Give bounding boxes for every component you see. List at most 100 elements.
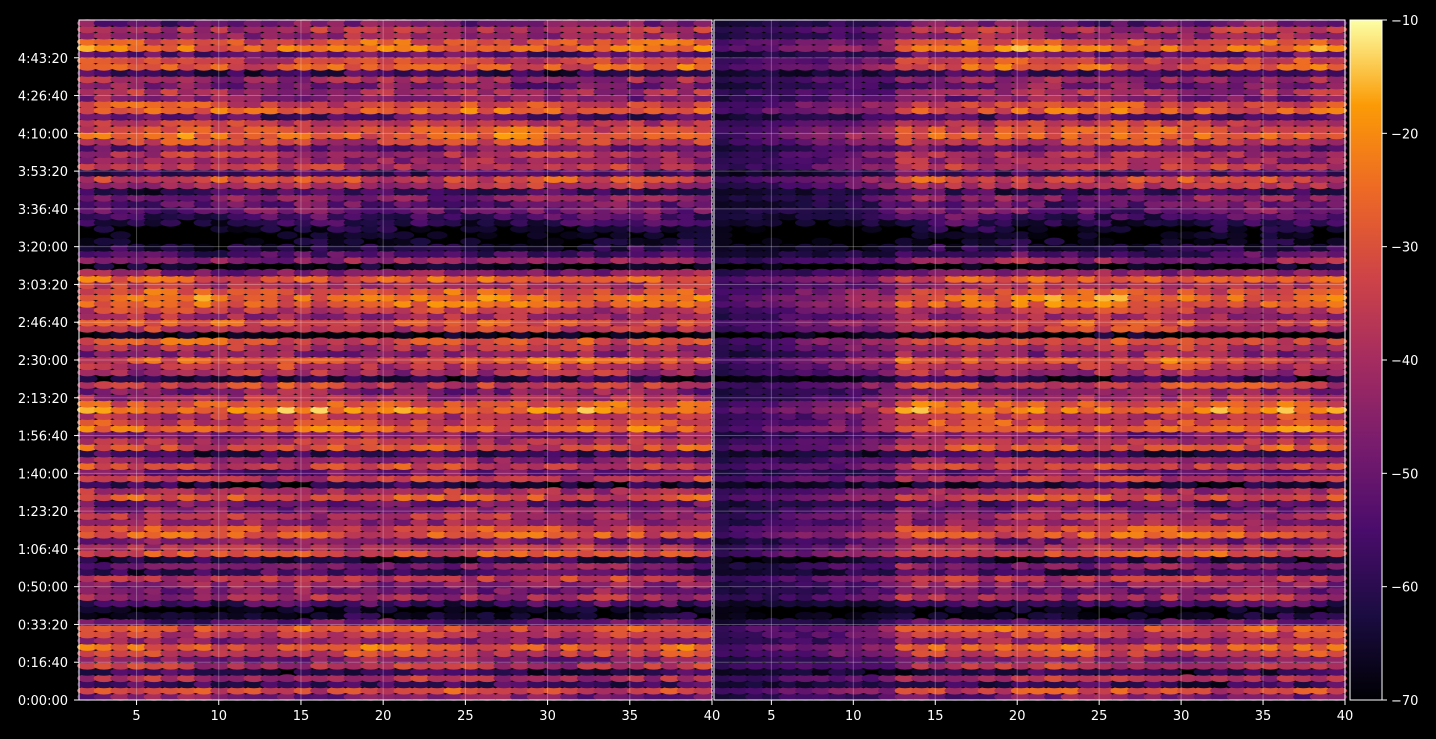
- heatmap-cell: [143, 636, 165, 645]
- heatmap-cell: [626, 555, 648, 564]
- heatmap-cell: [676, 568, 698, 576]
- heatmap-cell: [426, 593, 448, 601]
- heatmap-cell: [177, 543, 198, 552]
- heatmap-cell: [460, 630, 481, 639]
- heatmap-cell: [560, 549, 581, 558]
- heatmap-cell: [110, 686, 131, 695]
- heatmap-cell: [610, 611, 631, 620]
- heatmap-cell: [376, 680, 398, 689]
- heatmap-cell: [293, 668, 315, 676]
- heatmap-cell: [443, 555, 465, 564]
- heatmap-cell: [660, 643, 681, 651]
- heatmap-cell: [560, 630, 581, 639]
- heatmap-cell: [626, 562, 648, 570]
- heatmap-cell: [310, 686, 331, 695]
- heatmap-cell: [510, 643, 531, 651]
- heatmap-cell: [543, 237, 565, 246]
- heatmap-cell: [160, 555, 181, 564]
- heatmap-cell: [660, 636, 681, 645]
- heatmap-cell: [193, 562, 215, 570]
- heatmap-cell: [210, 668, 231, 676]
- heatmap-cell: [127, 674, 148, 683]
- heatmap-cell: [276, 586, 298, 595]
- heatmap-cell: [626, 580, 648, 589]
- heatmap-cell: [276, 611, 298, 620]
- heatmap-cell: [410, 655, 431, 664]
- heatmap-cell: [643, 693, 664, 701]
- heatmap-cell: [210, 549, 231, 558]
- heatmap-cell: [310, 655, 331, 664]
- heatmap-cell: [376, 661, 398, 670]
- heatmap-cell: [293, 655, 315, 664]
- heatmap-cell: [193, 543, 215, 552]
- heatmap-cell: [210, 636, 231, 645]
- heatmap-cell: [543, 586, 565, 595]
- heatmap-cell: [426, 599, 448, 608]
- heatmap-cell: [443, 630, 465, 639]
- heatmap-cell: [543, 649, 565, 658]
- heatmap-cell: [260, 624, 281, 633]
- heatmap-cell: [110, 668, 131, 676]
- heatmap-cell: [576, 611, 598, 620]
- heatmap-cell: [177, 586, 198, 595]
- heatmap-cell: [110, 655, 131, 664]
- heatmap-cell: [576, 624, 598, 633]
- heatmap-cell: [326, 611, 348, 620]
- heatmap-cell: [143, 643, 165, 651]
- heatmap-cell: [393, 661, 415, 670]
- heatmap-cell: [376, 599, 398, 608]
- heatmap-cell: [77, 686, 98, 695]
- heatmap-cell: [326, 562, 348, 570]
- heatmap-cell: [77, 586, 98, 595]
- heatmap-cell: [177, 593, 198, 601]
- heatmap-cell: [343, 593, 365, 601]
- heatmap-cell: [77, 655, 98, 664]
- heatmap-cell: [693, 649, 714, 658]
- heatmap-cell: [393, 693, 415, 701]
- heatmap-cell: [676, 686, 698, 695]
- heatmap-cell: [543, 593, 565, 601]
- heatmap-cell: [693, 693, 714, 701]
- heatmap-cell: [745, 611, 766, 620]
- heatmap-cell: [260, 636, 281, 645]
- heatmap-cell: [593, 555, 614, 564]
- heatmap-cell: [1077, 611, 1098, 620]
- heatmap-cell: [326, 624, 348, 633]
- heatmap-cell: [177, 555, 198, 564]
- heatmap-cell: [193, 643, 215, 651]
- heatmap-cell: [160, 574, 181, 583]
- heatmap-cell: [576, 618, 598, 626]
- heatmap-cell: [177, 668, 198, 676]
- heatmap-cell: [526, 649, 548, 658]
- heatmap-cell: [560, 661, 581, 670]
- heatmap-cell: [476, 599, 498, 608]
- heatmap-cell: [443, 636, 465, 645]
- heatmap-cell: [110, 543, 131, 552]
- heatmap-cell: [560, 574, 581, 583]
- heatmap-cell: [460, 693, 481, 701]
- heatmap-cell: [227, 555, 248, 564]
- heatmap-cell: [310, 630, 331, 639]
- heatmap-cell: [510, 636, 531, 645]
- heatmap-cell: [110, 568, 131, 576]
- heatmap-cell: [593, 593, 614, 601]
- heatmap-cell: [160, 549, 181, 558]
- heatmap-cell: [476, 630, 498, 639]
- heatmap-cell: [293, 630, 315, 639]
- heatmap-cell: [143, 630, 165, 639]
- heatmap-cell: [676, 630, 698, 639]
- heatmap-cell: [193, 655, 215, 664]
- heatmap-cell: [510, 649, 531, 658]
- heatmap-cell: [343, 649, 365, 658]
- heatmap-cell: [476, 568, 498, 576]
- heatmap-cell: [310, 549, 331, 558]
- heatmap-cell: [676, 643, 698, 651]
- heatmap-cell: [243, 605, 265, 614]
- heatmap-cell: [693, 630, 714, 639]
- right-panel: [712, 19, 1347, 701]
- heatmap-cell: [77, 555, 98, 564]
- heatmap-cell: [93, 680, 115, 689]
- heatmap-cell: [676, 618, 698, 626]
- heatmap-cell: [426, 562, 448, 570]
- heatmap-cell: [393, 574, 415, 583]
